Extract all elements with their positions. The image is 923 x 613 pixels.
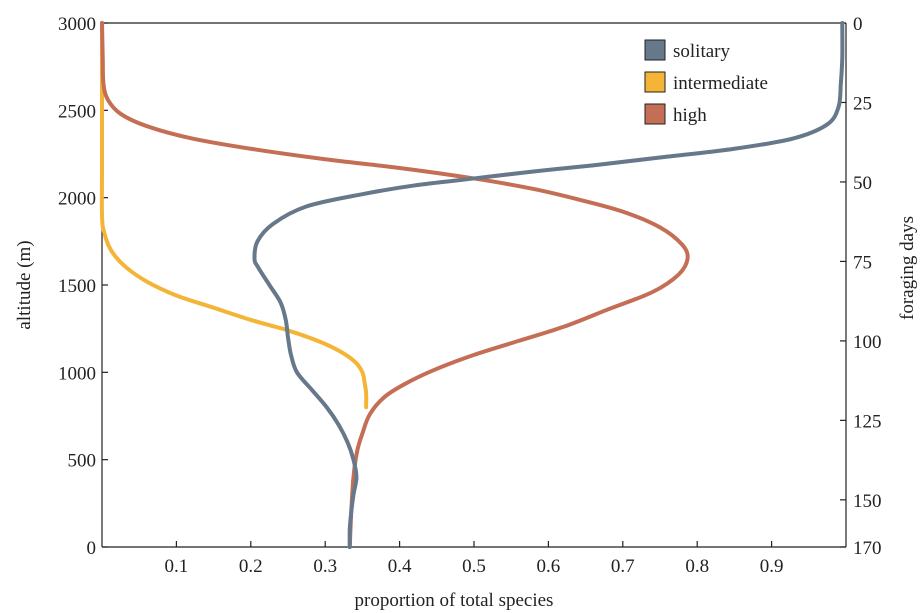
y-ticks: 0 500 1000 1500 2000 2500 3000	[58, 14, 108, 559]
legend-label-intermediate: intermediate	[673, 73, 768, 94]
y-tick-label: 0	[87, 538, 97, 559]
x-tick-label: 0.8	[685, 556, 709, 577]
x-tick-label: 0.2	[239, 556, 263, 577]
series	[99, 21, 845, 549]
x-tick-label: 0.3	[313, 556, 337, 577]
x-ticks: 0.1 0.2 0.3 0.4 0.5 0.6 0.7 0.8 0.9	[165, 541, 784, 577]
legend-label-high: high	[673, 105, 707, 126]
y2-tick-label: 125	[853, 411, 882, 432]
y2-tick-label: 25	[853, 93, 872, 114]
y2-tick-label: 100	[853, 332, 882, 353]
x-tick-label: 0.9	[760, 556, 784, 577]
y-tick-label: 1000	[58, 363, 96, 384]
legend-swatch-high	[644, 103, 666, 125]
legend-swatch-intermediate	[644, 71, 666, 93]
x-tick-label: 0.5	[462, 556, 486, 577]
x-tick-label: 0.6	[537, 556, 561, 577]
legend-label-solitary: solitary	[673, 41, 730, 62]
series-line-high	[100, 21, 690, 549]
x-tick-label: 0.1	[165, 556, 189, 577]
y2-tick-label: 0	[853, 14, 863, 35]
legend-swatch-solitary	[644, 39, 666, 61]
y2-tick-label: 50	[853, 173, 872, 194]
x-tick-label: 0.4	[388, 556, 412, 577]
y-tick-label: 3000	[58, 14, 96, 35]
y-tick-label: 1500	[58, 276, 96, 297]
x-axis-title: proportion of total species	[355, 590, 554, 611]
y-axis-title: altitude (m)	[14, 240, 35, 329]
series-line-intermediate	[99, 21, 369, 410]
y2-tick-label: 150	[853, 491, 882, 512]
series-line-solitary	[252, 21, 845, 549]
legend: solitary intermediate high	[644, 39, 768, 126]
y2-axis-title: foraging days	[897, 216, 918, 320]
x-tick-label: 0.7	[611, 556, 635, 577]
axes	[101, 22, 847, 548]
y2-tick-label: 170	[853, 538, 882, 559]
y-tick-label: 2000	[58, 189, 96, 210]
y-tick-label: 500	[68, 451, 97, 472]
y2-ticks: 0 25 50 75 100 125 150 170	[840, 14, 882, 559]
y2-tick-label: 75	[853, 252, 872, 273]
y-tick-label: 2500	[58, 101, 96, 122]
